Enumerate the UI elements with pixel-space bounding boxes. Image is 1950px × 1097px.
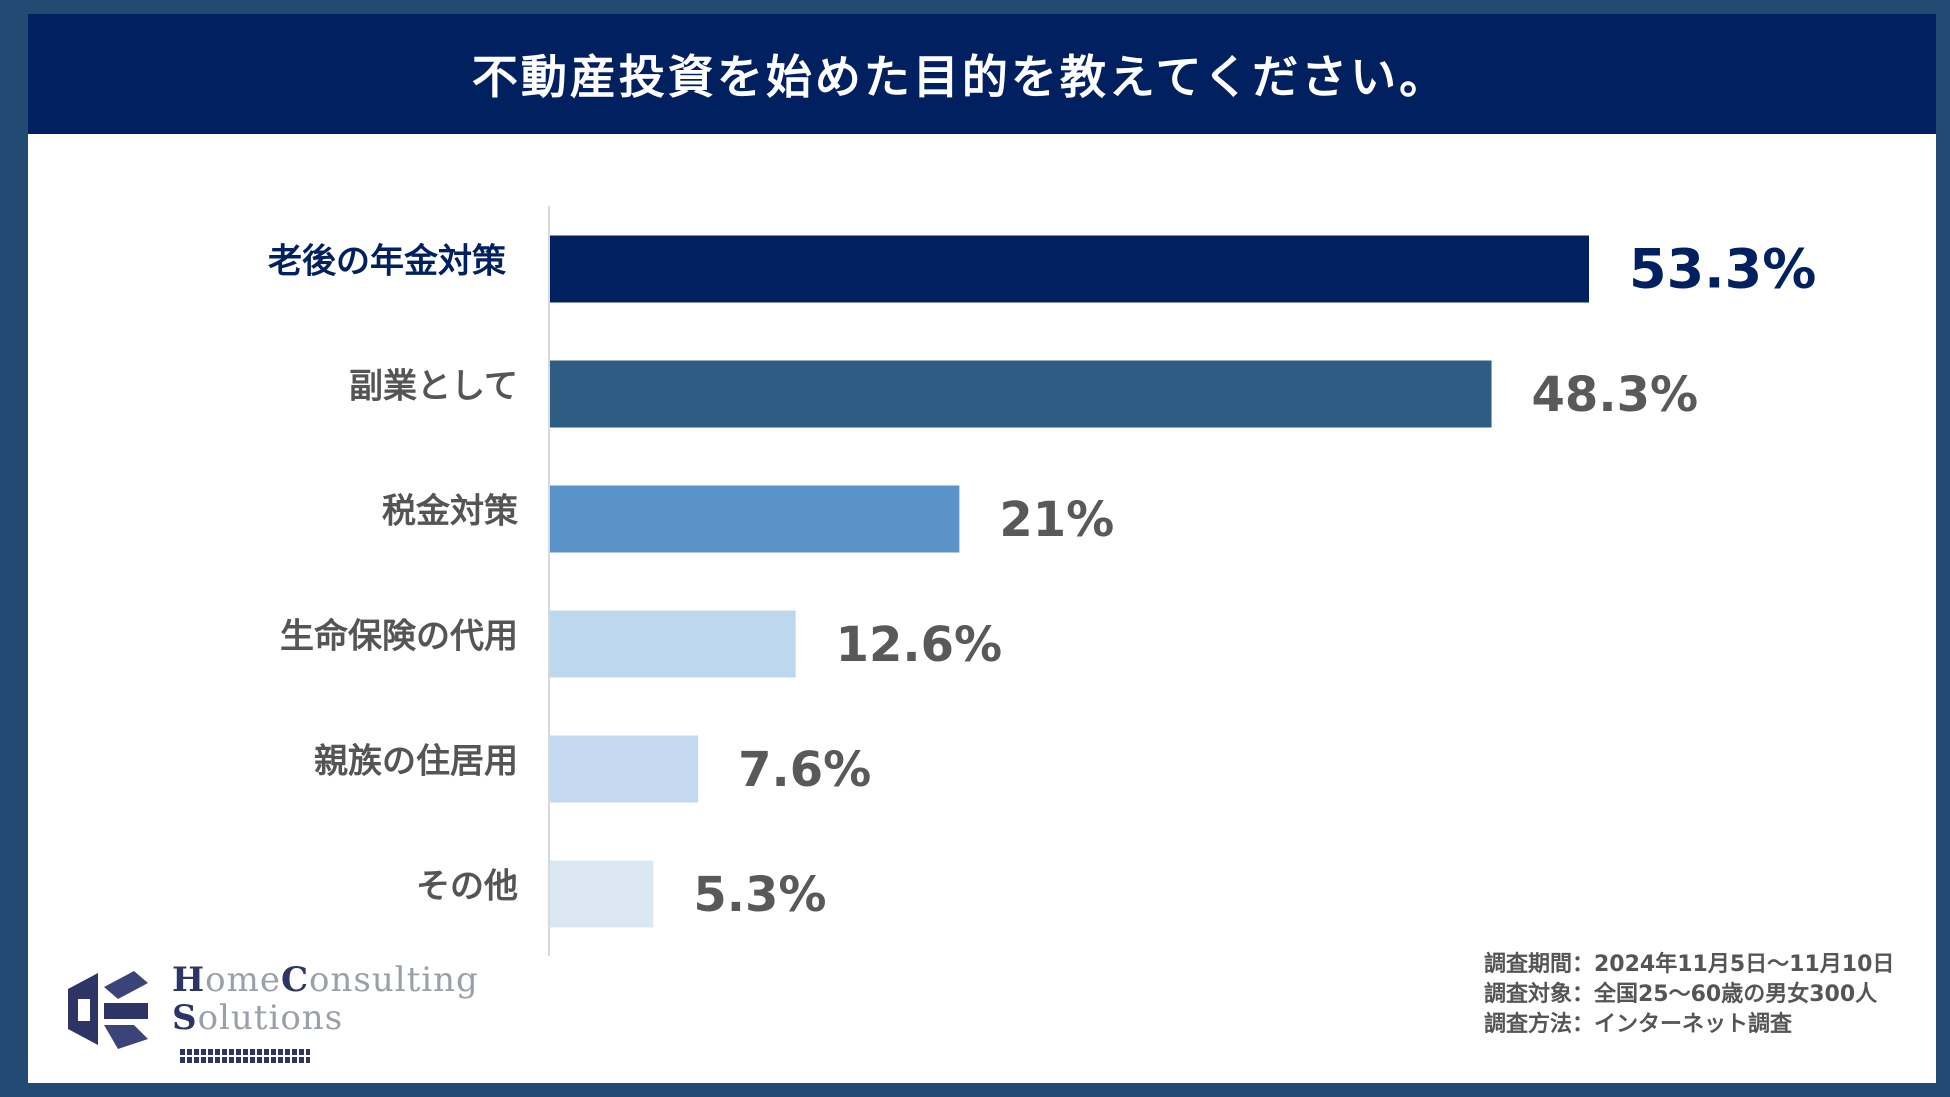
- logo-letter-h: H: [172, 960, 206, 1000]
- logo-letter-c: C: [280, 960, 310, 1000]
- bar-2: [550, 360, 1492, 428]
- logo-letter-s: S: [172, 998, 198, 1038]
- survey-notes: 調査期間：2024年11月5日〜11月10日 調査対象：全国25〜60歳の男女3…: [1484, 950, 1894, 1040]
- logo-wordmark: HomeConsulting Solutions: [172, 961, 479, 1075]
- slide-panel: 不動産投資を始めた目的を教えてください。 老後の年金対策 53.3% 副業として 48…: [28, 14, 1936, 1083]
- value-label-6: 5.3%: [693, 867, 826, 923]
- bar-5: [550, 735, 699, 803]
- survey-method: 調査方法：インターネット調査: [1484, 1012, 1793, 1037]
- category-label-5: 親族の住居用: [314, 742, 518, 782]
- bar-4: [550, 610, 796, 678]
- bar-chart: 老後の年金対策 53.3% 副業として 48.3% 税金対策 21% 生命保険の代用 12.6…: [268, 206, 1816, 956]
- logo-text-onsulting: onsulting: [309, 960, 479, 1000]
- company-logo: HomeConsulting Solutions: [58, 959, 478, 1065]
- value-label-4: 12.6%: [836, 617, 1003, 673]
- category-label-1: 老後の年金対策: [268, 242, 506, 282]
- category-label-3: 税金対策: [382, 492, 518, 532]
- bar-3: [550, 485, 960, 553]
- survey-period: 調査期間：2024年11月5日〜11月10日: [1484, 952, 1895, 977]
- logo-text-olutions: olutions: [197, 998, 344, 1038]
- chart-title: 不動産投資を始めた目的を教えてください。: [471, 50, 1449, 104]
- value-label-2: 48.3%: [1532, 367, 1699, 423]
- value-label-3: 21%: [999, 492, 1114, 548]
- logo-grid-pattern: [178, 1049, 310, 1065]
- survey-target: 調査対象：全国25〜60歳の男女300人: [1484, 982, 1878, 1007]
- value-label-1: 53.3%: [1629, 238, 1816, 301]
- logo-text-ome: ome: [205, 960, 281, 1000]
- value-label-5: 7.6%: [738, 742, 871, 798]
- category-label-2: 副業として: [349, 367, 518, 407]
- bar-1: [550, 235, 1589, 303]
- hcs-logo-mark-icon: [68, 971, 148, 1049]
- title-banner: 不動産投資を始めた目的を教えてください。: [28, 14, 1936, 134]
- category-label-6: その他: [416, 867, 518, 907]
- category-label-4: 生命保険の代用: [280, 617, 518, 657]
- bar-6: [550, 860, 654, 928]
